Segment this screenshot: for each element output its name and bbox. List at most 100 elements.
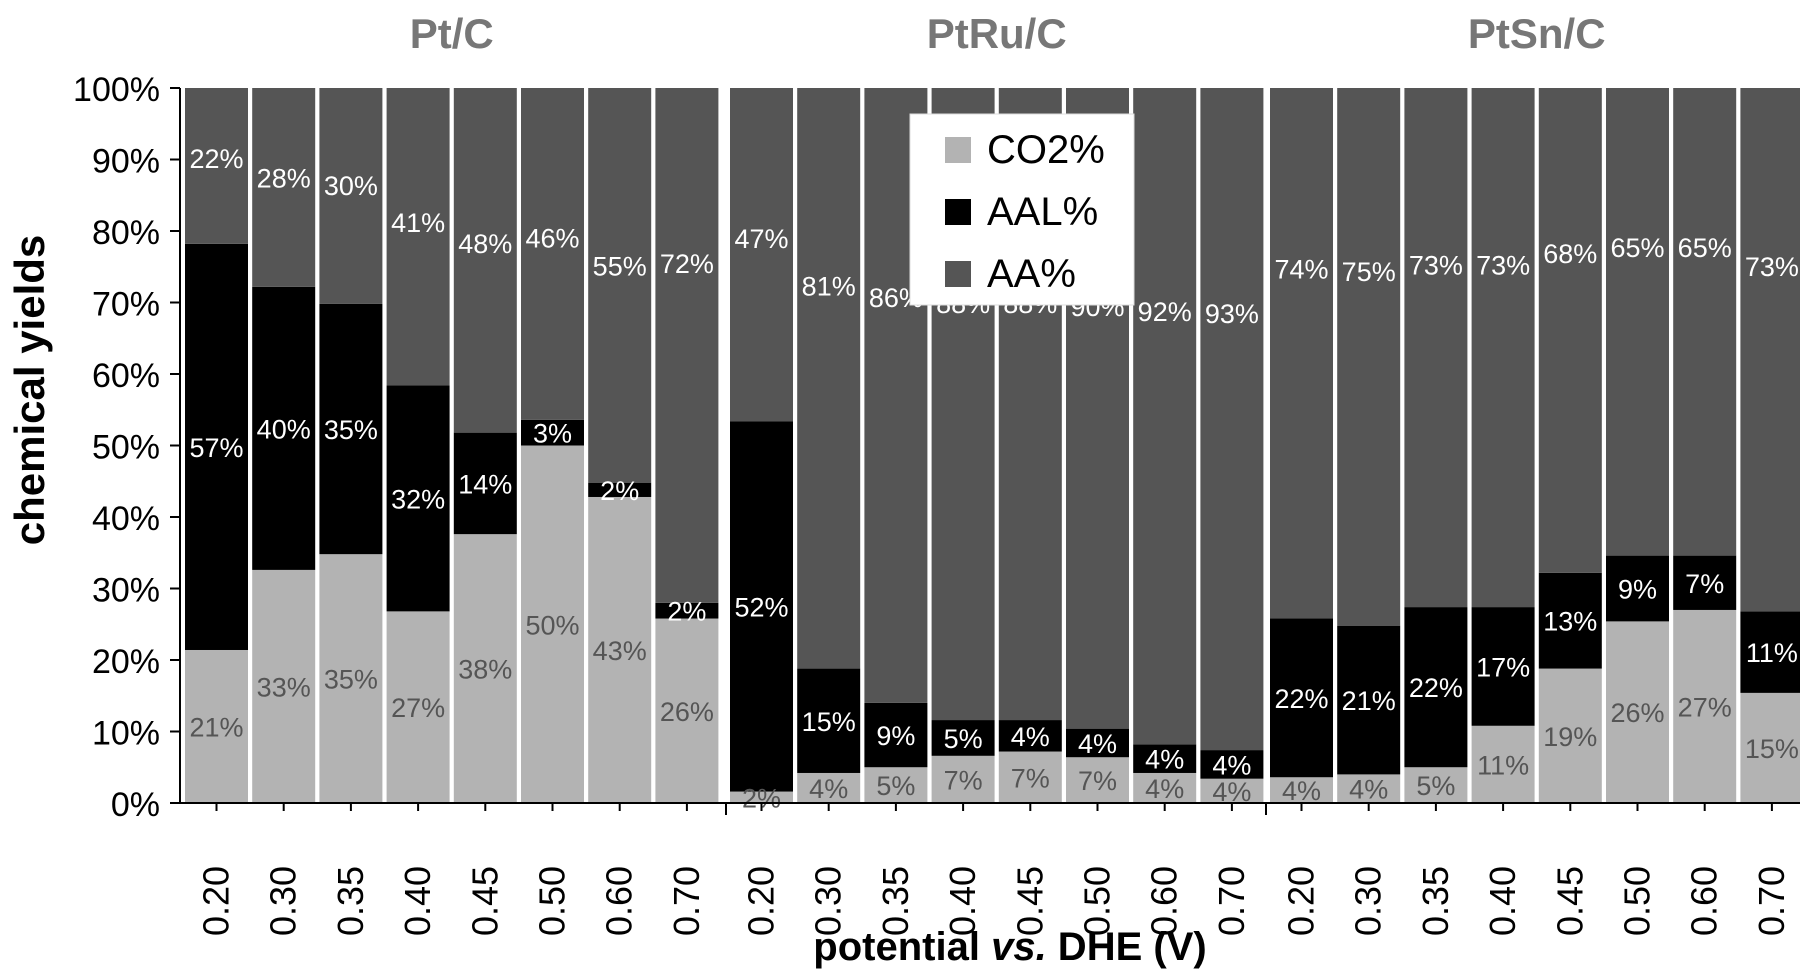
bar-segment: [864, 767, 928, 803]
legend-label-aa: AA%: [987, 252, 1076, 296]
segment-label: 4%: [1212, 750, 1251, 780]
bar-segment: [252, 286, 316, 570]
segment-label: 73%: [1476, 250, 1530, 280]
segment-label: 81%: [802, 271, 856, 301]
x-tick-label: 0.20: [1281, 866, 1322, 936]
bar-segment: [386, 88, 450, 386]
segment-label: 32%: [391, 484, 445, 514]
bar-segment: [1471, 725, 1535, 803]
bar-segment: [521, 445, 584, 803]
x-axis-label-italic: vs.: [991, 925, 1047, 969]
x-tick-label: 0.35: [1415, 866, 1456, 936]
segment-label: 21%: [189, 712, 243, 742]
segment-label: 41%: [391, 208, 445, 238]
legend-label-aal: AAL%: [987, 190, 1098, 234]
group-title: PtSn/C: [1468, 10, 1606, 57]
segment-label: 40%: [257, 414, 311, 444]
segment-label: 4%: [1212, 777, 1251, 807]
bar-segment: [730, 791, 793, 803]
bar-segment: [453, 534, 517, 803]
y-tick-label: 100%: [73, 71, 160, 109]
segment-label: 5%: [944, 724, 983, 754]
segment-label: 52%: [734, 592, 788, 622]
x-tick-label: 0.35: [330, 866, 371, 936]
bar-segment: [1606, 621, 1669, 803]
segment-label: 15%: [802, 707, 856, 737]
segment-label: 68%: [1543, 239, 1597, 269]
bar-segment: [1133, 744, 1197, 773]
bar-segment: [1404, 767, 1468, 803]
segment-label: 65%: [1678, 233, 1732, 263]
x-axis-label: potential vs. DHE (V): [813, 925, 1206, 969]
segment-label: 22%: [189, 144, 243, 174]
segment-label: 48%: [458, 229, 512, 259]
segment-label: 26%: [1610, 698, 1664, 728]
y-tick-label: 70%: [92, 286, 160, 324]
segment-label: 57%: [189, 433, 243, 463]
segment-label: 93%: [1205, 299, 1259, 329]
x-tick-label: 0.50: [532, 866, 573, 936]
bar-segment: [521, 88, 584, 420]
bar-segment: [1404, 88, 1468, 608]
bar-segment: [185, 243, 248, 650]
bar-segment: [1740, 88, 1800, 612]
legend: CO2% AAL% AA%: [909, 113, 1135, 306]
y-tick-label: 20%: [92, 643, 160, 681]
segment-label: 35%: [324, 665, 378, 695]
x-axis-label-part: DHE (V): [1047, 925, 1207, 969]
bar-segment: [453, 88, 517, 433]
x-tick-label: 0.45: [1009, 866, 1050, 936]
bar-segment: [1673, 609, 1737, 803]
bar-segment: [655, 618, 719, 803]
bar-segment: [1337, 774, 1401, 803]
bar-segment: [1066, 728, 1129, 758]
bar-segment: [319, 554, 383, 803]
legend-swatch-co2: [945, 137, 971, 163]
bar-segment: [1270, 618, 1333, 778]
segment-label: 55%: [593, 252, 647, 282]
bar-segment: [655, 88, 719, 603]
segment-label: 75%: [1342, 257, 1396, 287]
segment-label: 3%: [533, 419, 572, 449]
group-title: Pt/C: [410, 10, 494, 57]
bar-segment: [1538, 88, 1602, 573]
bar-segment: [797, 88, 861, 669]
bar-segment: [588, 496, 652, 803]
y-axis-label: chemical yields: [6, 235, 53, 546]
segment-label: 7%: [1685, 569, 1724, 599]
y-tick-label: 90%: [92, 143, 160, 181]
bar-segment: [1200, 750, 1264, 779]
segment-label: 38%: [458, 655, 512, 685]
y-axis-ticks: 0% 10% 20% 30% 40% 50% 60% 70% 80% 90% 100%: [73, 71, 180, 824]
y-tick-label: 10%: [92, 715, 160, 753]
bar-segment: [1133, 772, 1197, 803]
x-tick-label: 0.30: [1348, 866, 1389, 936]
bar-segment: [386, 385, 450, 612]
bar-segment: [1066, 757, 1129, 803]
x-tick-label: 0.70: [1751, 866, 1792, 936]
bar-segment: [655, 602, 719, 619]
axes: [179, 88, 1800, 815]
bar-segment: [1740, 611, 1800, 693]
bar-segment: [1606, 88, 1669, 556]
bar-segment: [588, 88, 652, 483]
bar-segment: [1538, 572, 1602, 669]
segment-label: 27%: [391, 693, 445, 723]
bar-segment: [1200, 778, 1264, 803]
segment-label: 22%: [1274, 684, 1328, 714]
segment-label: 19%: [1543, 722, 1597, 752]
bar-segment: [521, 419, 584, 446]
bar-segment: [730, 88, 793, 422]
segment-label: 2%: [667, 597, 706, 627]
x-tick-label: 0.40: [397, 866, 438, 936]
x-tick-label: 0.35: [875, 866, 916, 936]
segment-label: 15%: [1745, 734, 1799, 764]
segment-label: 73%: [1745, 252, 1799, 282]
x-tick-label: 0.70: [666, 866, 707, 936]
segment-label: 9%: [876, 721, 915, 751]
bar-segment: [1200, 88, 1264, 751]
legend-swatch-aa: [945, 261, 971, 287]
x-tick-label: 0.20: [196, 866, 237, 936]
segment-label: 13%: [1543, 607, 1597, 637]
